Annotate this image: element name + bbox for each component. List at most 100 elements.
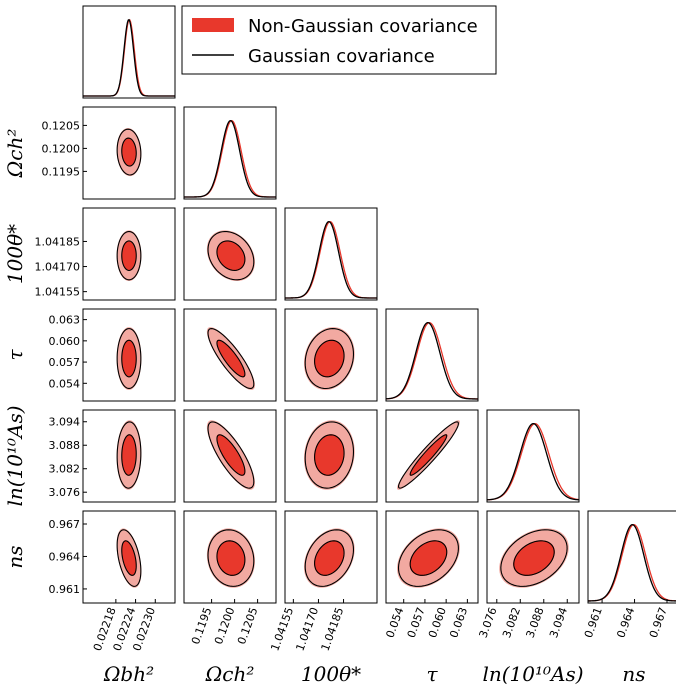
panel-content (116, 528, 142, 588)
contour-g-68-1-2 (216, 240, 246, 271)
marginal-gaussian-2 (285, 220, 377, 299)
contour-ng-68-1-3 (216, 339, 246, 378)
panel-4-3 (385, 409, 479, 503)
panel-2-0: 1.04155 1.04170 1.04185 (35, 207, 176, 301)
xtick-label-3-0: 0.054 (384, 606, 407, 640)
panel-0-0 (82, 5, 176, 99)
xtick-label-1-2: 0.1205 (235, 606, 260, 647)
panel-frame-3-2 (284, 308, 378, 402)
panel-2-2 (284, 207, 378, 301)
ytick-label-2-1: 1.04170 (35, 261, 81, 274)
panel-frame-2-1 (183, 207, 277, 301)
panel-content (116, 128, 142, 177)
ylabel-2: 100θ* (3, 224, 27, 284)
panel-content (184, 119, 276, 198)
marginal-gaussian-3 (386, 322, 478, 400)
panel-content (499, 528, 569, 588)
xlabel-4: ln(10¹⁰As) (482, 662, 583, 686)
panel-frame-4-0 (82, 409, 176, 503)
panel-4-0: 3.076 3.082 3.088 3.094 (49, 409, 176, 503)
marginal-gaussian-0 (83, 18, 175, 97)
marginal-nongaussian-3 (386, 322, 478, 400)
ylabel-1: Ωch² (3, 129, 27, 179)
xtick-label-4-1: 3.082 (500, 606, 523, 640)
contour-g-95-0-5 (116, 529, 142, 587)
panel-3-2 (284, 308, 378, 402)
contour-g-68-1-4 (216, 434, 246, 476)
panel-frame-2-2 (284, 207, 378, 301)
contour-g-68-2-5 (314, 540, 345, 576)
contour-g-95-3-5 (397, 529, 459, 587)
contour-g-95-1-4 (207, 421, 255, 489)
xtick-label-5-0: 0.961 (582, 606, 605, 640)
ytick-label-1-0: 0.1195 (42, 165, 81, 178)
panel-frame-4-1 (183, 409, 277, 503)
panel-frame-4-2 (284, 409, 378, 503)
panel-content (397, 420, 460, 490)
ytick-label-3-3: 0.063 (49, 314, 81, 327)
panel-content (83, 18, 175, 97)
ytick-label-4-1: 3.082 (49, 463, 81, 476)
contour-g-95-1-3 (207, 328, 255, 390)
legend-box (181, 5, 497, 75)
panel-content (206, 420, 255, 490)
panel-3-1 (183, 308, 277, 402)
xtick-label-3-1: 0.057 (405, 606, 428, 640)
ytick-label-5-1: 0.964 (49, 550, 81, 563)
panel-1-1 (183, 106, 277, 200)
contour-ng-68-1-5 (216, 540, 246, 576)
panel-4-1 (183, 409, 277, 503)
panel-content (386, 322, 478, 400)
panels-group: 0.11950.12000.12051.041551.041701.041850… (3, 5, 676, 686)
ytick-label-2-2: 1.04185 (35, 235, 81, 248)
panel-content (397, 528, 460, 588)
panel-content (116, 420, 142, 490)
panel-frame-5-4 (486, 510, 580, 604)
contour-g-95-0-1 (116, 128, 142, 176)
panel-content (303, 420, 355, 490)
legend: Non-Gaussian covariance Gaussian covaria… (181, 5, 497, 75)
panel-content (206, 528, 255, 588)
panel-2-1 (183, 207, 277, 301)
panel-4-2 (284, 409, 378, 503)
panel-3-0: 0.054 0.057 0.060 0.063 (49, 308, 176, 402)
panel-1-0: 0.1195 0.1200 0.1205 (42, 106, 176, 200)
panel-content (303, 327, 355, 390)
panel-frame-5-0 (82, 510, 176, 604)
contour-g-95-1-5 (207, 529, 255, 587)
marginal-gaussian-5 (588, 523, 676, 602)
ytick-label-4-2: 3.088 (49, 439, 81, 452)
panel-frame-5-1 (183, 510, 277, 604)
contour-g-95-1-2 (207, 230, 255, 281)
contour-g-68-3-4 (409, 434, 448, 476)
contour-g-95-0-4 (116, 421, 142, 489)
marginal-nongaussian-2 (285, 220, 377, 299)
contour-ng-68-0-2 (121, 240, 137, 271)
marginal-nongaussian-0 (83, 19, 175, 97)
ylabel-4: ln(10¹⁰As) (3, 405, 27, 506)
marginal-gaussian-4 (487, 423, 579, 501)
xtick-label-3-3: 0.063 (447, 606, 470, 640)
panel-frame-4-3 (385, 409, 479, 503)
panel-content (303, 528, 355, 588)
contour-g-68-1-5 (216, 540, 246, 576)
ytick-label-3-0: 0.054 (49, 377, 81, 390)
ytick-label-3-2: 0.060 (49, 335, 81, 348)
xtick-label-5-2: 0.967 (647, 606, 670, 640)
panel-frame-0-0 (82, 5, 176, 99)
xtick-label-4-0: 3.076 (477, 606, 500, 640)
contour-g-95-2-4 (304, 421, 355, 489)
xlabel-0: Ωbh² (103, 662, 154, 686)
xlabel-5: ns (622, 662, 645, 686)
contour-g-68-0-3 (121, 339, 137, 378)
ytick-label-2-0: 1.04155 (35, 286, 81, 299)
xtick-label-2-0: 1.04155 (268, 606, 296, 653)
contour-g-95-3-4 (397, 421, 459, 489)
panel-5-4: 3.076 3.082 3.088 3.094 (477, 510, 580, 640)
ytick-label-4-0: 3.076 (49, 486, 81, 499)
legend-label-non-gaussian: Non-Gaussian covariance (248, 16, 478, 37)
xtick-label-4-3: 3.094 (547, 606, 570, 640)
